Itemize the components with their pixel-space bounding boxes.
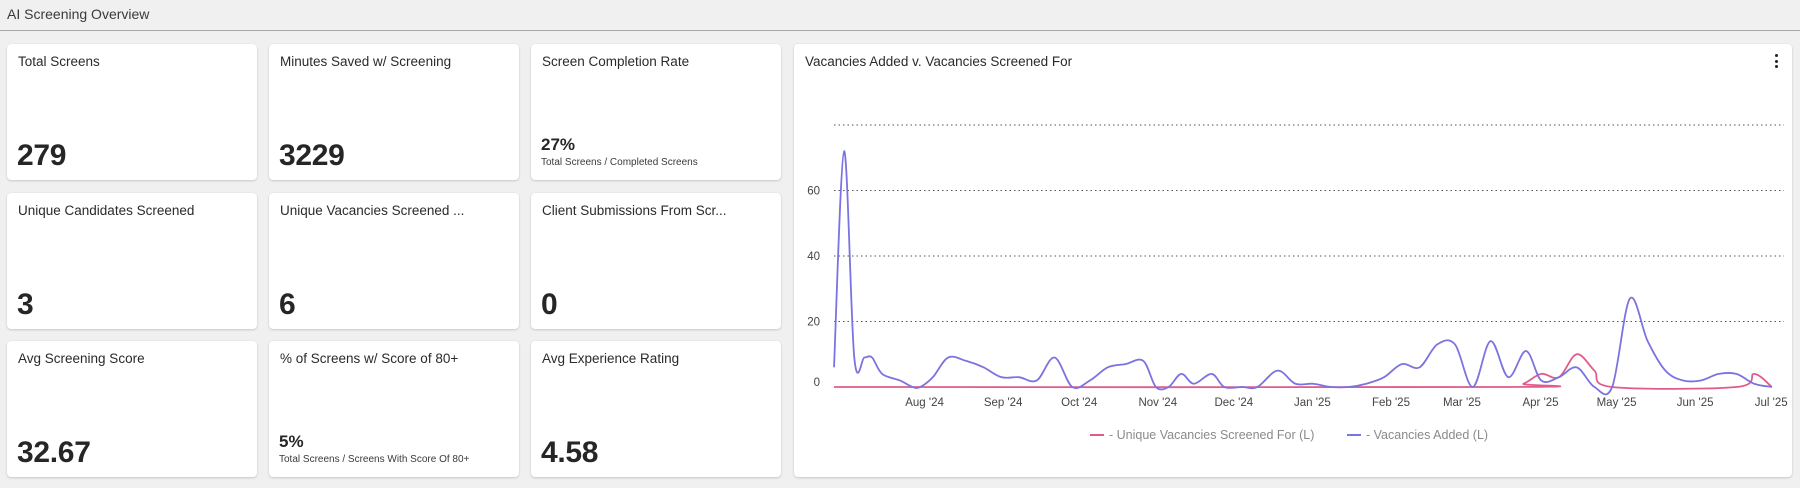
kpi-title: Avg Experience Rating	[542, 351, 680, 366]
x-tick-label: Sep '24	[984, 397, 1023, 409]
kpi-value: 3229	[279, 139, 345, 172]
x-tick-label: Feb '25	[1372, 397, 1410, 409]
kpi-value: 4.58	[541, 436, 599, 469]
kpi-card-minutes-saved[interactable]: Minutes Saved w/ Screening 3229	[269, 44, 519, 180]
y-tick-label: 0	[814, 377, 820, 389]
x-tick-label: Aug '24	[905, 397, 944, 409]
x-tick-label: Jan '25	[1294, 397, 1331, 409]
kpi-card-completion-rate[interactable]: Screen Completion Rate 27% Total Screens…	[531, 44, 781, 180]
kpi-card-unique-vacancies[interactable]: Unique Vacancies Screened ... 6	[269, 193, 519, 329]
kpi-card-client-submissions[interactable]: Client Submissions From Scr... 0	[531, 193, 781, 329]
kpi-value: 279	[17, 139, 67, 172]
kpi-value: 27%	[541, 135, 576, 154]
x-tick-label: Apr '25	[1522, 397, 1558, 409]
y-tick-label: 40	[807, 251, 820, 263]
page-title: AI Screening Overview	[7, 6, 150, 22]
x-tick-label: Nov '24	[1138, 397, 1177, 409]
x-tick-label: Oct '24	[1061, 397, 1098, 409]
x-tick-label: Mar '25	[1443, 397, 1481, 409]
kpi-value: 0	[541, 288, 558, 321]
kpi-caption: Total Screens / Screens With Score Of 80…	[279, 454, 470, 465]
kpi-title: Minutes Saved w/ Screening	[280, 54, 452, 69]
y-tick-label: 20	[807, 317, 820, 329]
kpi-card-pct-80plus[interactable]: % of Screens w/ Score of 80+ 5% Total Sc…	[269, 341, 519, 477]
y-tick-label: 60	[807, 186, 820, 198]
kpi-title: Screen Completion Rate	[542, 54, 690, 69]
page-header: AI Screening Overview	[0, 0, 1800, 31]
kpi-title: Unique Candidates Screened	[18, 203, 195, 218]
kpi-value: 3	[17, 288, 34, 321]
kpi-card-unique-candidates[interactable]: Unique Candidates Screened 3	[7, 193, 257, 329]
kpi-title: Unique Vacancies Screened ...	[280, 203, 465, 218]
line-chart: 0 20 40 60 Aug '24 Sep '24 Oct '24 Nov '24 Dec '…	[807, 124, 1788, 442]
kpi-value: 5%	[279, 432, 304, 451]
kpi-title: Client Submissions From Scr...	[542, 203, 727, 218]
kpi-value: 6	[279, 288, 296, 321]
kebab-menu-icon[interactable]	[1771, 54, 1781, 68]
kpi-card-avg-score[interactable]: Avg Screening Score 32.67	[7, 341, 257, 477]
x-tick-label: May '25	[1597, 397, 1637, 409]
chart-card-vacancies: 0 20 40 60 Aug '24 Sep '24 Oct '24 Nov '24 Dec '…	[794, 44, 1792, 477]
legend-label: - Vacancies Added (L)	[1366, 428, 1488, 442]
kpi-caption: Total Screens / Completed Screens	[541, 157, 698, 168]
kpi-card-avg-experience[interactable]: Avg Experience Rating 4.58	[531, 341, 781, 477]
x-tick-label: Dec '24	[1214, 397, 1253, 409]
legend-label: - Unique Vacancies Screened For (L)	[1109, 428, 1314, 442]
kpi-card-total-screens[interactable]: Total Screens 279	[7, 44, 257, 180]
kpi-title: % of Screens w/ Score of 80+	[280, 351, 459, 366]
chart-title: Vacancies Added v. Vacancies Screened Fo…	[805, 54, 1073, 69]
x-tick-label: Jun '25	[1677, 397, 1714, 409]
x-tick-label: Jul '25	[1755, 397, 1788, 409]
kpi-title: Avg Screening Score	[18, 351, 145, 366]
kpi-value: 32.67	[17, 436, 91, 469]
series-line-vacancies-added	[833, 150, 1773, 396]
kpi-title: Total Screens	[18, 54, 100, 69]
